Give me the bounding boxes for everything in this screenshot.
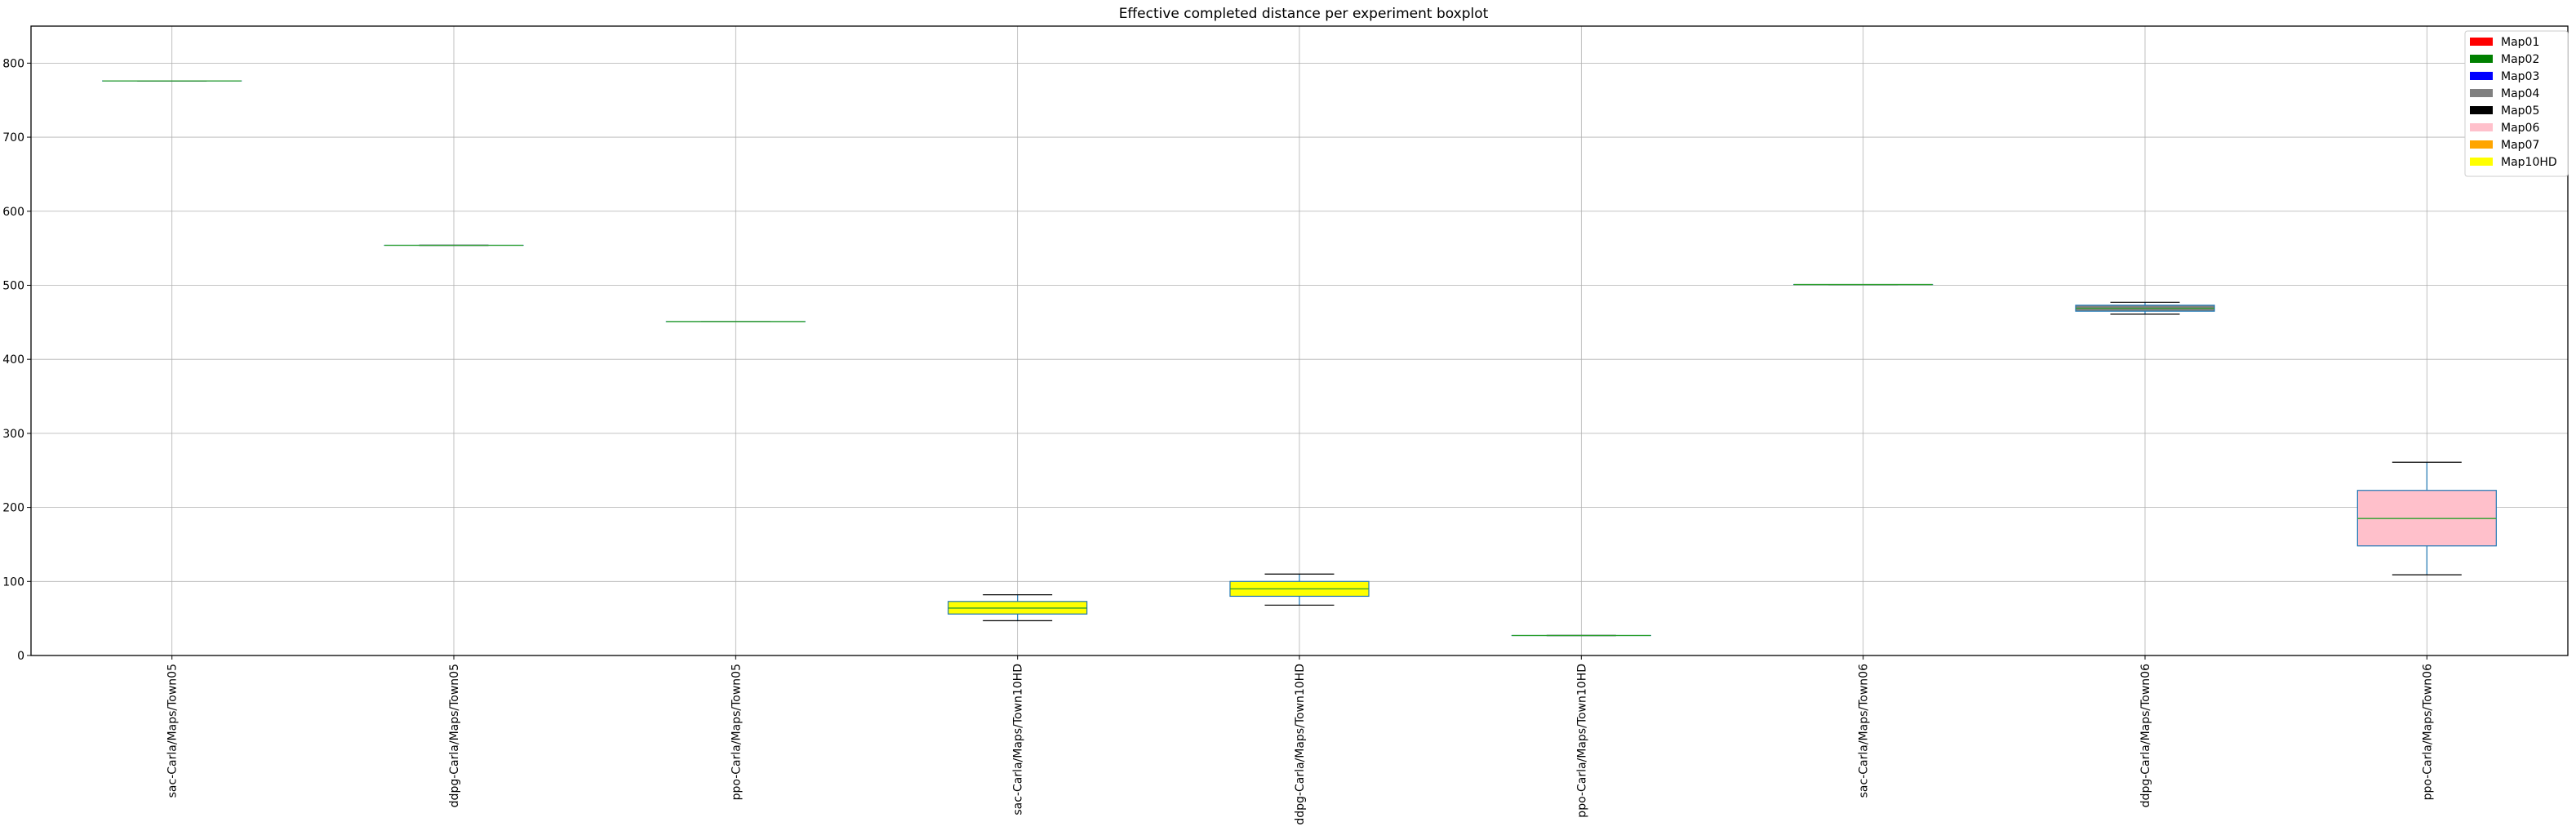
legend-label: Map03 [2501, 70, 2539, 83]
legend-swatch [2470, 106, 2493, 114]
x-tick-label: ddpg-Carla/Maps/Town05 [448, 664, 461, 807]
y-tick-label: 100 [2, 575, 24, 589]
y-tick-label: 200 [2, 502, 24, 515]
legend-swatch [2470, 123, 2493, 131]
legend-label: Map01 [2501, 36, 2539, 49]
legend-frame [2464, 30, 2569, 177]
legend-swatch [2470, 140, 2493, 149]
y-tick-label: 700 [2, 131, 24, 144]
x-tick-label: ppo-Carla/Maps/Town06 [2421, 664, 2434, 800]
y-tick-label: 800 [2, 57, 24, 70]
legend-swatch [2470, 158, 2493, 166]
box-8 [2356, 461, 2497, 575]
legend-swatch [2470, 55, 2493, 63]
x-tick-label: ddpg-Carla/Maps/Town06 [2139, 664, 2152, 807]
legend-swatch [2470, 89, 2493, 97]
x-tick-label: ppo-Carla/Maps/Town05 [730, 664, 743, 800]
boxes-layer [102, 80, 2497, 637]
legend-label: Map02 [2501, 53, 2539, 66]
legend-swatch [2470, 72, 2493, 80]
legend: Map01 Map02 Map03 Map04 Map05 Map06 Map07 Map10… [2464, 30, 2569, 177]
x-tick-label: sac-Carla/Maps/Town10HD [1012, 664, 1025, 815]
y-tick-label: 0 [17, 650, 24, 663]
y-axis: 0 100 200 300 400 500 600 700 800 [2, 57, 31, 663]
y-tick-label: 400 [2, 353, 24, 367]
legend-swatch [2470, 38, 2493, 46]
legend-label: Map07 [2501, 139, 2539, 152]
x-tick-label: sac-Carla/Maps/Town05 [167, 664, 180, 798]
grid-lines [31, 26, 2568, 656]
legend-label: Map05 [2501, 104, 2539, 118]
x-tick-label: ppo-Carla/Maps/Town10HD [1575, 664, 1588, 818]
y-tick-label: 500 [2, 279, 24, 292]
chart-title: Effective completed distance per experim… [1119, 6, 1489, 22]
legend-label: Map04 [2501, 87, 2539, 100]
box-3 [948, 594, 1088, 621]
x-tick-label: sac-Carla/Maps/Town06 [1858, 664, 1871, 798]
box-4 [1229, 573, 1370, 606]
legend-label: Map06 [2501, 122, 2539, 135]
y-tick-label: 600 [2, 206, 24, 219]
x-tick-label: ddpg-Carla/Maps/Town10HD [1294, 664, 1307, 825]
box-7 [2075, 301, 2215, 315]
y-tick-label: 300 [2, 428, 24, 441]
x-axis: sac-Carla/Maps/Town05 ddpg-Carla/Maps/Tow… [167, 655, 2434, 825]
legend-label: Map10HD [2501, 156, 2557, 169]
